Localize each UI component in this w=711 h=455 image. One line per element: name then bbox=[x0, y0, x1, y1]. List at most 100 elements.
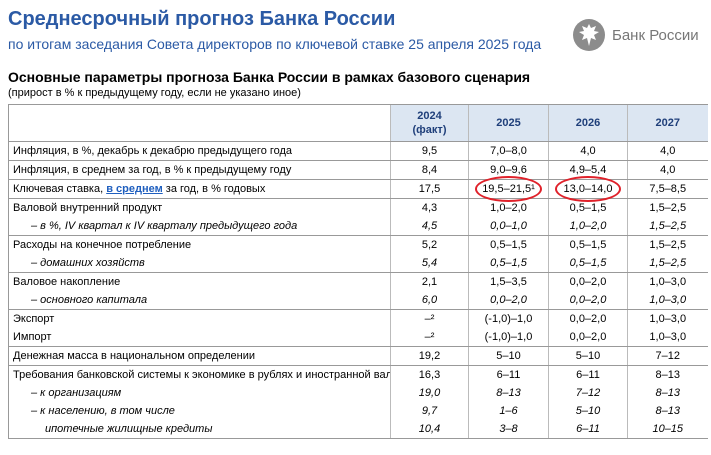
value-cell: 19,2 bbox=[390, 346, 469, 366]
value-cell: 4,0 bbox=[627, 160, 708, 180]
row-label: – в %, IV квартал к IV кварталу предыдущ… bbox=[8, 217, 391, 236]
value-text: 1,0–3,0 bbox=[649, 294, 687, 306]
value-cell: 1,0–2,0 bbox=[548, 217, 628, 236]
value-cell: 1,0–3,0 bbox=[627, 328, 708, 347]
value-text: 5–10 bbox=[575, 405, 601, 417]
value-text: 8–13 bbox=[655, 387, 680, 399]
row-label: – основного капитала bbox=[8, 291, 391, 310]
value-text: 8,4 bbox=[421, 164, 438, 176]
value-text: 7–12 bbox=[575, 387, 601, 399]
row-label: – к организациям bbox=[8, 384, 391, 402]
value-cell: 6,0 bbox=[390, 291, 469, 310]
value-text: 5,2 bbox=[421, 239, 438, 251]
table-row: Требования банковской системы к экономик… bbox=[8, 365, 708, 384]
row-label: Импорт bbox=[8, 328, 391, 347]
value-cell: 6–11 bbox=[548, 365, 628, 384]
table-row: Инфляция, в среднем за год, в % к предыд… bbox=[8, 160, 708, 180]
value-cell: 5–10 bbox=[468, 346, 549, 366]
value-text: 3–8 bbox=[499, 423, 518, 435]
value-cell: 0,0–2,0 bbox=[548, 328, 628, 347]
value-cell: 0,0–2,0 bbox=[468, 291, 549, 310]
label-part: Ключевая ставка, bbox=[13, 183, 107, 195]
table-row: Валовое накопление 2,1 1,5–3,5 0,0–2,0 1,0–3… bbox=[8, 272, 708, 291]
value-text: 6,0 bbox=[421, 294, 438, 306]
value-text: 8–13 bbox=[655, 369, 680, 381]
value-cell: 19,0 bbox=[390, 384, 469, 402]
value-text: 9,5 bbox=[421, 145, 438, 157]
value-text: 1,5–2,5 bbox=[649, 220, 687, 232]
table-row: – основного капитала 6,0 0,0–2,0 0,0–2,0 1,0… bbox=[8, 291, 708, 310]
value-cell: 13,0–14,0 bbox=[548, 176, 628, 202]
header-year: 2025 bbox=[496, 117, 521, 129]
value-cell: 4,3 bbox=[390, 198, 469, 217]
header-row: 2024 (факт) 2025 2026 2027 bbox=[8, 104, 708, 142]
row-label: Ключевая ставка, в среднем за год, в % г… bbox=[8, 179, 391, 199]
value-cell: 7–12 bbox=[627, 346, 708, 366]
table-row: Инфляция, в %, декабрь к декабрю предыду… bbox=[8, 141, 708, 161]
value-cell: 9,5 bbox=[390, 141, 469, 161]
value-text: 4,0 bbox=[660, 164, 676, 176]
value-text: 6–11 bbox=[576, 369, 600, 381]
value-cell: 1,0–3,0 bbox=[627, 291, 708, 310]
value-text: 5–10 bbox=[575, 350, 601, 362]
value-cell: 7–12 bbox=[548, 384, 628, 402]
value-cell: 6–11 bbox=[548, 420, 628, 439]
value-cell: 17,5 bbox=[390, 179, 469, 199]
value-text: 4,5 bbox=[421, 220, 438, 232]
value-text: 0,5–1,5 bbox=[569, 257, 607, 269]
value-text: 1,0–3,0 bbox=[649, 313, 687, 325]
row-label: Расходы на конечное потребление bbox=[8, 235, 391, 254]
value-cell: 10–15 bbox=[627, 420, 708, 439]
value-cell: 7,5–8,5 bbox=[627, 179, 708, 199]
value-text: 1,5–2,5 bbox=[649, 257, 687, 269]
logo-icon bbox=[573, 19, 605, 51]
value-cell: 0,5–1,5 bbox=[548, 254, 628, 273]
value-text: 2,1 bbox=[421, 276, 438, 288]
value-text: 4,9–5,4 bbox=[569, 164, 607, 176]
value-cell: 1,0–3,0 bbox=[627, 272, 708, 291]
value-cell: 8–13 bbox=[627, 384, 708, 402]
value-text: 9,0–9,6 bbox=[490, 164, 527, 176]
value-cell: 0,5–1,5 bbox=[468, 254, 549, 273]
value-text: 5–10 bbox=[496, 350, 521, 362]
value-cell: 9,7 bbox=[390, 402, 469, 420]
value-text: 1,5–2,5 bbox=[649, 239, 687, 251]
table-row: Валовой внутренний продукт 4,3 1,0–2,0 0,5–… bbox=[8, 198, 708, 217]
value-text: 0,0–2,0 bbox=[569, 276, 607, 288]
value-cell: 6–11 bbox=[468, 365, 549, 384]
table-row: Импорт –² (-1,0)–1,0 0,0–2,0 1,0–3,0 bbox=[8, 328, 708, 347]
value-cell: 1–6 bbox=[468, 402, 549, 420]
row-label: Инфляция, в среднем за год, в % к предыд… bbox=[8, 160, 391, 180]
header-cell: 2024 (факт) bbox=[390, 104, 469, 142]
header-cell bbox=[8, 104, 391, 142]
value-text: 5,4 bbox=[421, 257, 438, 269]
value-text: 19,2 bbox=[418, 350, 441, 362]
table-row: – к организациям 19,0 8–13 7–12 8–13 bbox=[8, 384, 708, 402]
value-cell: 7,0–8,0 bbox=[468, 141, 549, 161]
row-label: – домашних хозяйств bbox=[8, 254, 391, 273]
value-cell: 0,0–2,0 bbox=[548, 291, 628, 310]
value-cell: 4,9–5,4 bbox=[548, 160, 628, 180]
value-cell: 0,5–1,5 bbox=[548, 198, 628, 217]
row-label: ипотечные жилищные кредиты bbox=[8, 420, 391, 439]
value-cell: 1,0–2,0 bbox=[468, 198, 549, 217]
value-text: 0,0–2,0 bbox=[490, 294, 527, 306]
value-cell: 4,5 bbox=[390, 217, 469, 236]
value-cell: –² bbox=[390, 328, 469, 347]
value-text: 4,0 bbox=[580, 145, 596, 157]
value-text: 8–13 bbox=[496, 387, 521, 399]
page-subtitle: по итогам заседания Совета директоров по… bbox=[8, 36, 542, 52]
label-link[interactable]: в среднем bbox=[106, 183, 163, 195]
value-cell: 4,0 bbox=[627, 141, 708, 161]
value-cell: 1,5–2,5 bbox=[627, 235, 708, 254]
value-cell: 4,0 bbox=[548, 141, 628, 161]
table-row: Экспорт –² (-1,0)–1,0 0,0–2,0 1,0–3,0 bbox=[8, 309, 708, 328]
value-cell: 5,2 bbox=[390, 235, 469, 254]
value-text: –² bbox=[424, 331, 435, 343]
value-cell: 0,0–2,0 bbox=[548, 272, 628, 291]
value-cell: 2,1 bbox=[390, 272, 469, 291]
value-cell: 8,4 bbox=[390, 160, 469, 180]
table-row: ипотечные жилищные кредиты 10,4 3–8 6–11 10–… bbox=[8, 420, 708, 439]
value-text: 1,0–3,0 bbox=[649, 331, 687, 343]
